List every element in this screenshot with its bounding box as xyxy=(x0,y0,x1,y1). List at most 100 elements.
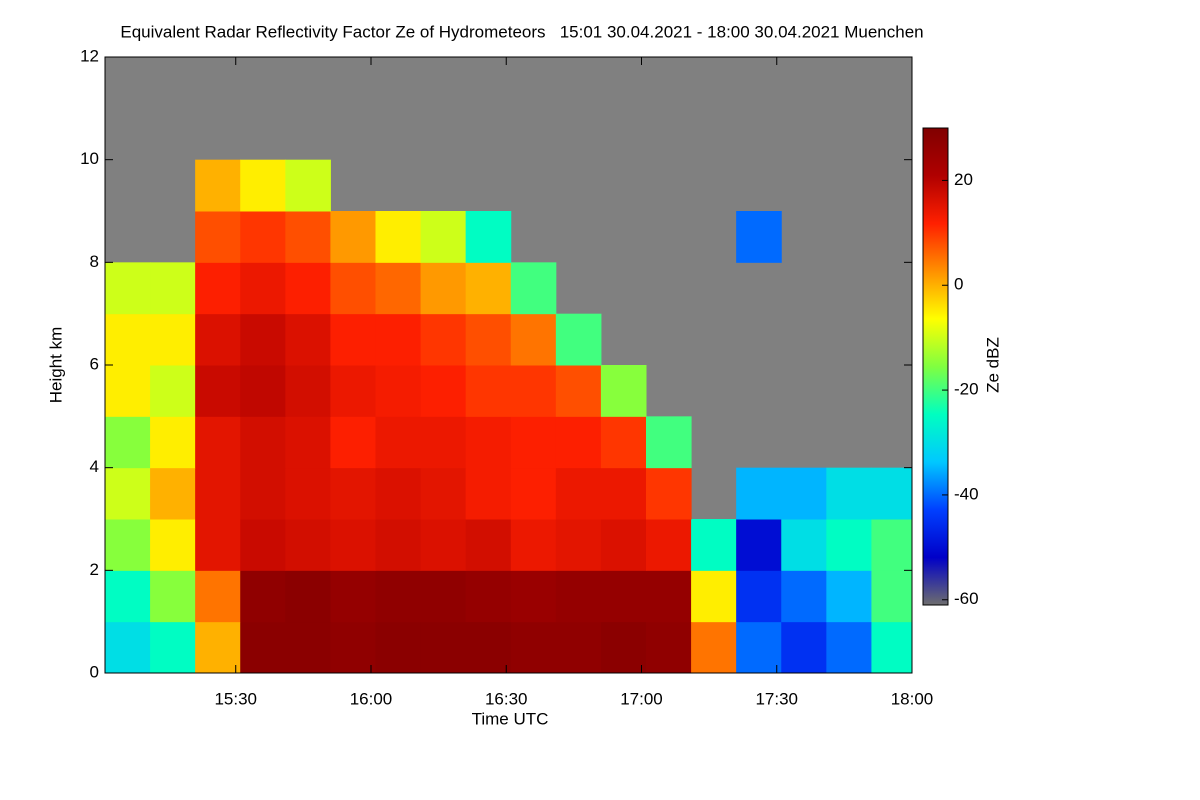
heatmap-cell xyxy=(195,519,241,571)
heatmap-cell xyxy=(736,570,782,623)
heatmap-cell xyxy=(285,365,331,417)
heatmap-cell xyxy=(465,467,512,520)
heatmap-cell xyxy=(105,262,151,315)
heatmap-cell xyxy=(285,159,331,212)
heatmap-cell xyxy=(465,365,512,417)
y-tick-label: 4 xyxy=(90,457,99,476)
heatmap-cell xyxy=(285,467,331,520)
heatmap-cell xyxy=(555,621,602,674)
heatmap-cell xyxy=(330,570,376,623)
heatmap-cell xyxy=(375,467,422,520)
heatmap-cell xyxy=(150,519,196,571)
x-axis-label: Time UTC xyxy=(472,709,549,728)
heatmap-cell xyxy=(330,365,376,417)
heatmap-cell xyxy=(465,519,512,571)
heatmap-cell xyxy=(375,211,422,263)
heatmap-cell xyxy=(375,519,422,571)
heatmap-cell xyxy=(195,416,241,469)
heatmap-cell xyxy=(645,570,692,623)
heatmap-cell xyxy=(105,519,151,571)
heatmap-cell xyxy=(871,519,913,571)
heatmap-cell xyxy=(736,519,782,571)
heatmap-cell xyxy=(240,416,286,469)
heatmap-cell xyxy=(781,467,827,520)
heatmap-cell xyxy=(150,621,196,674)
heatmap-cell xyxy=(375,621,422,674)
heatmap-cell xyxy=(375,262,422,315)
y-axis-label: Height km xyxy=(46,327,65,404)
heatmap-cell xyxy=(691,621,737,674)
heatmap-cell xyxy=(375,365,422,417)
heatmap-cell xyxy=(645,416,692,469)
heatmap-cell xyxy=(240,365,286,417)
heatmap-cell xyxy=(330,519,376,571)
x-tick-label: 16:30 xyxy=(485,689,528,708)
heatmap-cell xyxy=(600,570,647,623)
heatmap-cell xyxy=(465,313,512,366)
x-tick-label: 16:00 xyxy=(350,689,393,708)
heatmap-cell xyxy=(510,570,557,623)
heatmap-cell xyxy=(240,262,286,315)
heatmap-cell xyxy=(195,570,241,623)
heatmap-cell xyxy=(510,416,557,469)
heatmap-cell xyxy=(826,519,872,571)
x-tick-label: 15:30 xyxy=(214,689,257,708)
heatmap-cell xyxy=(555,519,602,571)
heatmap-cell xyxy=(465,416,512,469)
heatmap-cell xyxy=(285,313,331,366)
heatmap-cell xyxy=(736,467,782,520)
heatmap-cell xyxy=(375,416,422,469)
heatmap-cell xyxy=(510,365,557,417)
heatmap-cell xyxy=(420,621,467,674)
heatmap-cell xyxy=(420,416,467,469)
heatmap-cell xyxy=(105,570,151,623)
heatmap-cell xyxy=(240,159,286,212)
heatmap-cell xyxy=(105,416,151,469)
heatmap-cell xyxy=(195,159,241,212)
heatmap-cell xyxy=(510,467,557,520)
heatmap-cell xyxy=(826,570,872,623)
heatmap-cell xyxy=(285,416,331,469)
heatmap-cell xyxy=(240,467,286,520)
heatmap-cell xyxy=(600,621,647,674)
heatmap-cell xyxy=(285,262,331,315)
heatmap-cell xyxy=(375,313,422,366)
heatmap-cell xyxy=(871,467,913,520)
colorbar-tick-label: 0 xyxy=(954,275,963,294)
heatmap-cell xyxy=(420,262,467,315)
colorbar-tick-label: -20 xyxy=(954,380,979,399)
heatmap-cell xyxy=(195,621,241,674)
y-tick-label: 10 xyxy=(80,149,99,168)
heatmap-cell xyxy=(330,416,376,469)
heatmap-cell xyxy=(781,570,827,623)
heatmap-cell xyxy=(150,313,196,366)
heatmap-cell xyxy=(240,519,286,571)
heatmap-cell xyxy=(195,313,241,366)
heatmap-cell xyxy=(285,570,331,623)
chart-title: Equivalent Radar Reflectivity Factor Ze … xyxy=(120,22,923,41)
heatmap-cell xyxy=(105,621,151,674)
heatmap-cell xyxy=(691,519,737,571)
heatmap-cell xyxy=(420,570,467,623)
heatmap-cell xyxy=(240,621,286,674)
y-tick-label: 2 xyxy=(90,560,99,579)
heatmap-cell xyxy=(150,570,196,623)
y-tick-label: 12 xyxy=(80,46,99,65)
heatmap-cell xyxy=(600,416,647,469)
heatmap-cell xyxy=(600,519,647,571)
heatmap-cell xyxy=(645,621,692,674)
heatmap-cell xyxy=(240,211,286,263)
heatmap-cell xyxy=(465,621,512,674)
heatmap-cell xyxy=(420,365,467,417)
heatmap-cell xyxy=(555,467,602,520)
heatmap-cell xyxy=(330,313,376,366)
heatmap-cell xyxy=(555,313,602,366)
heatmap-cell xyxy=(510,262,557,315)
heatmap-cell xyxy=(465,570,512,623)
heatmap-cell xyxy=(871,621,913,674)
heatmap-cell xyxy=(510,519,557,571)
heatmap-cell xyxy=(330,621,376,674)
heatmap-cell xyxy=(465,211,512,263)
heatmap-cell xyxy=(195,211,241,263)
